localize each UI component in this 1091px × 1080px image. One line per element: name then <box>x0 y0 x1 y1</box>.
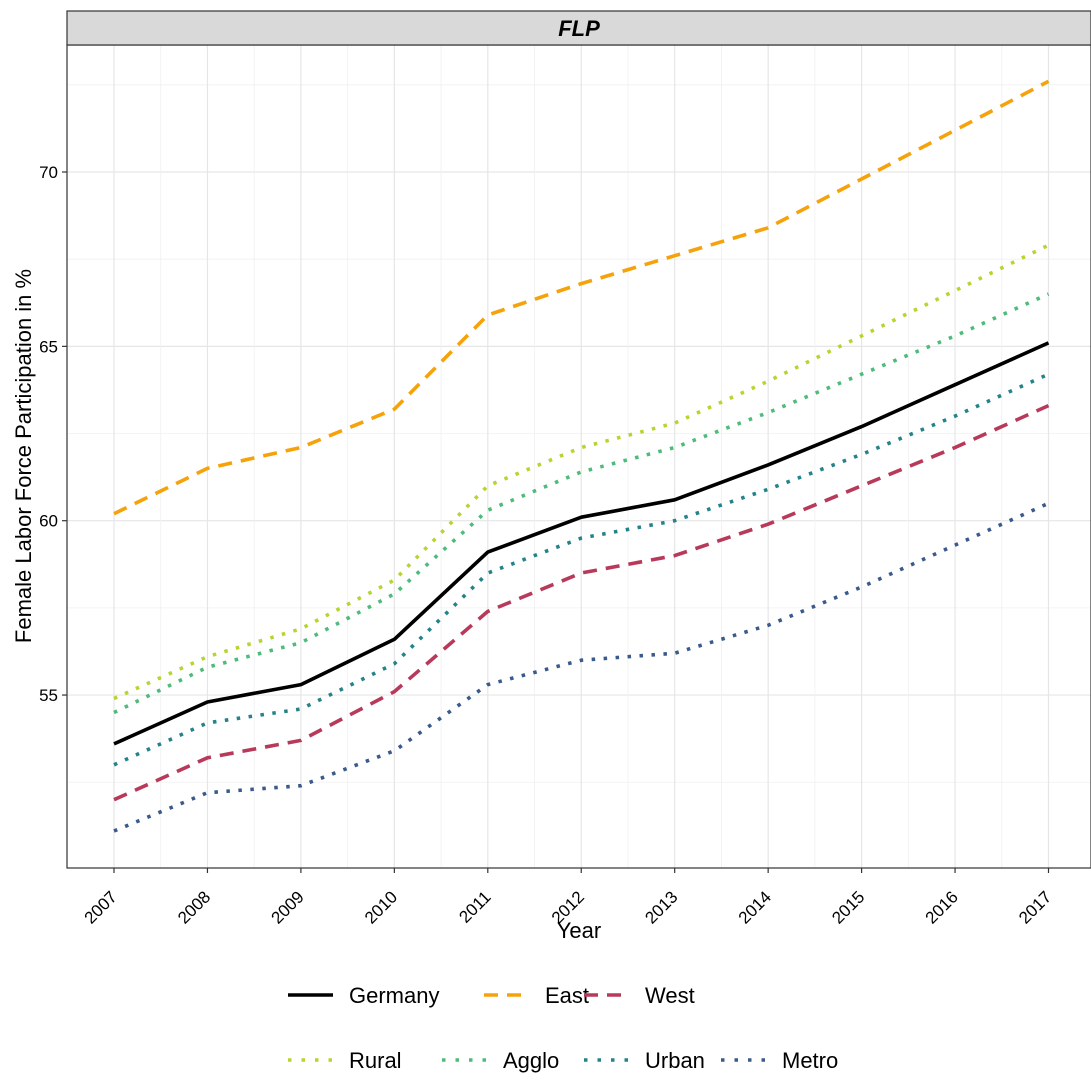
series-line-metro <box>113 501 1050 833</box>
legend-label-east: East <box>545 983 589 1008</box>
x-tick-label: 2007 <box>81 887 121 927</box>
legend-label-germany: Germany <box>349 983 439 1008</box>
y-tick-label: 65 <box>39 337 58 356</box>
legend-label-west: West <box>645 983 695 1008</box>
series-line-east <box>113 79 1050 516</box>
y-tick-label: 70 <box>39 163 58 182</box>
x-axis-title: Year <box>557 918 601 943</box>
x-tick-label: 2014 <box>735 887 775 927</box>
x-tick-label: 2010 <box>361 887 401 927</box>
x-tick-label: 2013 <box>641 887 681 927</box>
y-axis: 55 60 65 70 <box>39 163 67 705</box>
facet-strip <box>66 10 1091 46</box>
series-line-west <box>113 403 1050 802</box>
y-axis-title: Female Labor Force Participation in % <box>11 269 36 643</box>
x-tick-label: 2009 <box>268 887 308 927</box>
x-tick-label: 2017 <box>1015 887 1055 927</box>
x-tick-label: 2015 <box>828 887 868 927</box>
y-tick-label: 55 <box>39 686 58 705</box>
legend-label-agglo: Agglo <box>503 1048 559 1073</box>
y-tick-label: 60 <box>39 512 58 531</box>
facet-label: FLP <box>558 16 600 41</box>
legend-label-rural: Rural <box>349 1048 402 1073</box>
series-line-urban <box>113 372 1050 767</box>
x-tick-label: 2011 <box>455 887 494 926</box>
legend-label-urban: Urban <box>645 1048 705 1073</box>
series-line-germany <box>113 341 1050 746</box>
x-tick-label: 2016 <box>922 887 962 927</box>
series-layer <box>113 79 1050 833</box>
series-line-agglo <box>113 292 1050 715</box>
x-tick-label: 2008 <box>174 887 214 927</box>
grid-layer <box>67 45 1091 868</box>
series-line-rural <box>113 243 1050 701</box>
legend-label-metro: Metro <box>782 1048 838 1073</box>
legend: Germany East West Rural Agglo Urban Metro <box>288 983 838 1073</box>
